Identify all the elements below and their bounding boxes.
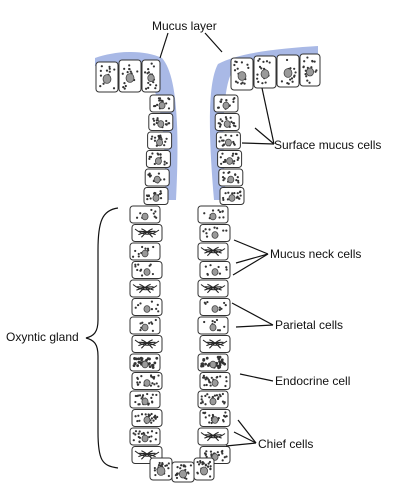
leader-line <box>239 373 274 382</box>
right-wall-cell <box>199 261 231 279</box>
right-wall-cell <box>197 316 229 335</box>
endocrine-cell-label: Endocrine cell <box>275 374 350 388</box>
right-wall-cell <box>217 150 243 168</box>
right-wall-cell <box>199 409 231 427</box>
leader-line <box>204 32 223 53</box>
left-wall-cell <box>131 335 163 353</box>
left-wall-cell <box>129 242 161 261</box>
right-wall-cell <box>214 113 240 131</box>
cell-layer <box>95 53 321 483</box>
mucus-layer-label: Mucus layer <box>152 19 217 33</box>
right-wall-cell <box>218 168 244 187</box>
leader-line <box>237 419 257 444</box>
right-wall-cell <box>219 187 245 205</box>
surface-cell-top-left <box>141 59 161 93</box>
leader-line <box>261 87 275 145</box>
surface-cell-top-right <box>276 54 300 88</box>
leader-line <box>235 324 274 328</box>
right-wall-cell <box>199 335 231 353</box>
leader-line <box>159 32 169 59</box>
left-wall-cell <box>129 316 161 335</box>
left-wall-cell <box>149 94 175 113</box>
left-wall-cell <box>129 279 161 298</box>
right-wall-cell <box>199 372 231 390</box>
parietal-cells-label: Parietal cells <box>275 318 343 332</box>
right-wall-cell <box>197 205 229 224</box>
right-wall-cell <box>199 298 231 316</box>
surface-cell-top-left <box>118 59 142 93</box>
right-wall-cell <box>197 242 229 261</box>
left-wall-cell <box>131 298 163 316</box>
right-wall-cell <box>197 279 229 298</box>
leader-line <box>225 442 257 447</box>
leader-lines <box>159 32 275 447</box>
gland-base-cell <box>193 457 215 481</box>
leader-line <box>232 253 269 276</box>
left-wall-cell <box>131 372 163 390</box>
right-wall-cell <box>199 224 231 242</box>
mucus-neck-cells-label: Mucus neck cells <box>270 247 361 261</box>
right-wall-cell <box>197 353 229 372</box>
leader-line <box>233 431 257 444</box>
surface-cell-top-right <box>299 53 321 87</box>
left-wall-cell <box>147 131 173 150</box>
oxyntic-gland-label: Oxyntic gland <box>6 330 79 344</box>
left-wall-cell <box>143 187 169 205</box>
leader-line <box>235 253 269 264</box>
right-wall-cell <box>213 94 239 113</box>
leader-line <box>231 302 274 326</box>
surface-cell-top-left <box>95 61 119 93</box>
gland-base-cell <box>149 457 173 481</box>
surface-cell-top-right <box>230 57 254 91</box>
left-wall-cell <box>129 390 161 409</box>
leader-line <box>241 142 275 145</box>
oxyntic-gland-bracket <box>85 207 119 469</box>
left-wall-cell <box>144 168 170 187</box>
right-wall-cell <box>197 390 229 409</box>
right-wall-cell <box>215 131 241 150</box>
left-wall-cell <box>148 113 174 131</box>
surface-mucus-cells-label: Surface mucus cells <box>274 138 381 152</box>
chief-cells-label: Chief cells <box>258 437 313 451</box>
left-wall-cell <box>131 261 163 279</box>
left-wall-cell <box>131 224 163 242</box>
left-wall-cell <box>129 353 161 372</box>
right-wall-cell <box>197 427 229 446</box>
left-wall-cell <box>129 205 161 224</box>
left-wall-cell <box>129 427 161 446</box>
left-wall-cell <box>131 409 163 427</box>
surface-cell-top-right <box>253 55 277 89</box>
left-wall-cell <box>145 150 171 168</box>
leader-line <box>233 239 269 255</box>
gland-base-cell <box>171 461 195 483</box>
leader-line <box>254 127 275 145</box>
